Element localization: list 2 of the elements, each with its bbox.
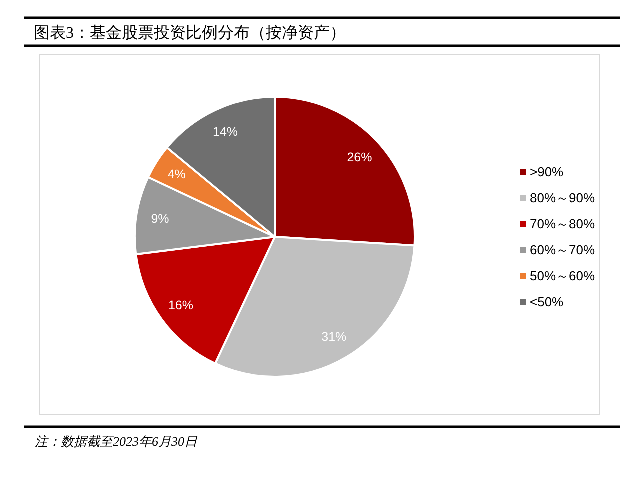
note: 注：数据截至2023年6月30日 (35, 434, 198, 449)
title: 图表3：基金股票投资比例分布（按净资产） (34, 25, 346, 42)
